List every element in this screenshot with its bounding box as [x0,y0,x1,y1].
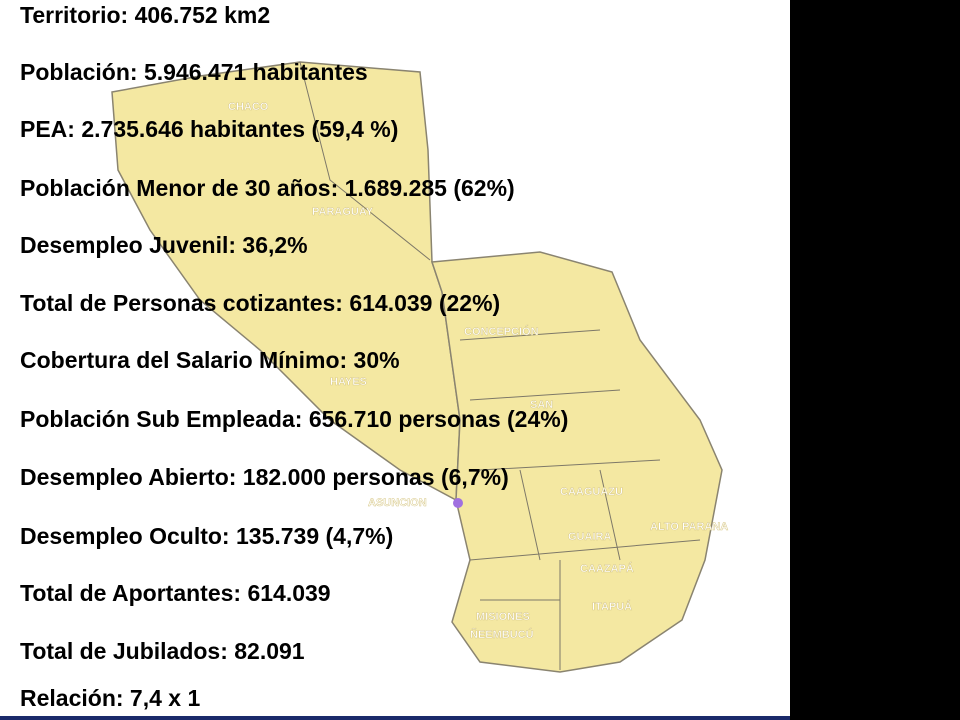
map-borders [299,61,701,670]
map-label: ASUNCION [368,497,427,509]
map-label: GUAIRA [568,531,611,543]
map-region-east [430,251,723,673]
map-label: ITAPUÁ [592,600,632,613]
map-label: CONCEPCIÓN [464,325,539,338]
map-label: SAN [530,399,553,411]
capital-dot [453,498,463,508]
info-line: Desempleo Juvenil: 36,2% [20,232,308,258]
info-line: Población Sub Empleada: 656.710 personas… [20,406,568,432]
info-line: Total de Personas cotizantes: 614.039 (2… [20,290,500,316]
info-line: Total de Aportantes: 614.039 [20,580,331,606]
text-lines: Territorio: 406.752 km2 Población: 5.946.… [20,2,568,711]
side-strip [790,0,960,720]
map-label: MISIONES [476,611,530,623]
map-label: HAYES [330,376,367,388]
info-line: Población: 5.946.471 habitantes [20,59,368,85]
info-line: Población Menor de 30 años: 1.689.285 (6… [20,175,515,201]
info-line: Total de Jubilados: 82.091 [20,638,305,664]
map-labels: CHACO PARAGUAY CONCEPCIÓN HAYES SAN ASUNCION C… [228,101,729,642]
info-line: Cobertura del Salario Mínimo: 30% [20,347,400,373]
info-line: PEA: 2.735.646 habitantes (59,4 %) [20,116,398,142]
info-line: Territorio: 406.752 km2 [20,2,270,28]
map-label: ÑEEMBUCÚ [470,628,534,641]
map-label: CAAGUAZU [560,486,623,498]
map-label: CHACO [228,101,269,113]
info-line: Desempleo Abierto: 182.000 personas (6,7… [20,464,509,490]
info-line: Desempleo Oculto: 135.739 (4,7%) [20,523,393,549]
map-label: PARAGUAY [312,206,374,218]
info-line: Relación: 7,4 x 1 [20,685,200,711]
map [111,61,723,673]
map-label: ALTO PARANA [650,521,728,533]
bottom-bar [0,716,790,720]
map-label: CAAZAPÁ [580,562,634,575]
